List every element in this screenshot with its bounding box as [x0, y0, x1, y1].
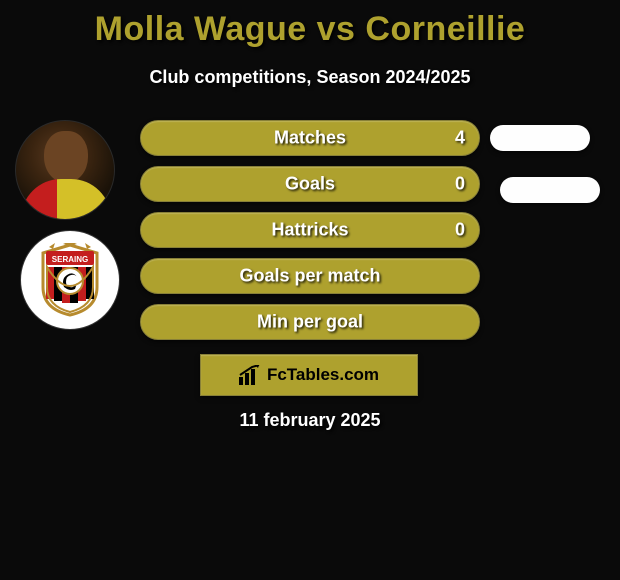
stat-row: Goals per match	[140, 258, 480, 294]
stat-row: Min per goal	[140, 304, 480, 340]
stat-bar-goals-per-match: Goals per match	[140, 258, 480, 294]
stat-row: Matches 4	[140, 120, 480, 156]
avatars-column: SERAING	[10, 110, 120, 330]
stat-label: Matches	[274, 128, 346, 149]
svg-text:SERAING: SERAING	[52, 255, 88, 264]
page-title: Molla Wague vs Corneillie	[0, 0, 620, 49]
stat-bar-goals: Goals 0	[140, 166, 480, 202]
page-subtitle: Club competitions, Season 2024/2025	[0, 67, 620, 88]
brand-text: FcTables.com	[267, 365, 379, 385]
stat-bar-min-per-goal: Min per goal	[140, 304, 480, 340]
player-avatar	[15, 120, 115, 220]
stat-label: Min per goal	[257, 312, 363, 333]
chart-icon	[239, 365, 261, 385]
stat-row: Goals 0	[140, 166, 480, 202]
stat-value: 0	[455, 220, 465, 241]
stat-value: 0	[455, 174, 465, 195]
stat-bar-hattricks: Hattricks 0	[140, 212, 480, 248]
stat-bar-matches: Matches 4	[140, 120, 480, 156]
stat-label: Hattricks	[271, 220, 348, 241]
comparison-card: Molla Wague vs Corneillie Club competiti…	[0, 0, 620, 580]
stats-bars: Matches 4 Goals 0 Hattricks 0 Goals per …	[140, 120, 480, 350]
stat-row: Hattricks 0	[140, 212, 480, 248]
comparison-pill	[490, 125, 590, 151]
stat-label: Goals per match	[239, 266, 380, 287]
club-crest-icon: SERAING	[39, 243, 101, 317]
date-text: 11 february 2025	[0, 410, 620, 431]
club-crest-avatar: SERAING	[20, 230, 120, 330]
stat-value: 4	[455, 128, 465, 149]
brand-box: FcTables.com	[200, 354, 418, 396]
comparison-pill	[500, 177, 600, 203]
stat-label: Goals	[285, 174, 335, 195]
